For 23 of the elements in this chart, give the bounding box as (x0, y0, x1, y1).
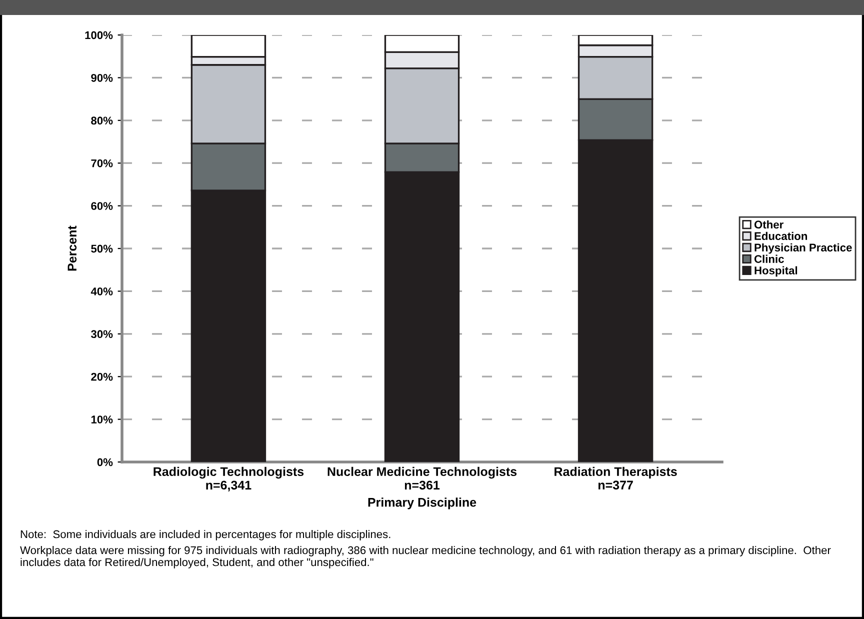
x-axis-title: Primary Discipline (368, 498, 476, 510)
y-tick-label: 60% (91, 202, 113, 210)
y-tick-label: 50% (91, 244, 113, 253)
y-tick-label: 30% (90, 330, 113, 338)
y-tick-label: 20% (91, 372, 113, 381)
legend-label: Physician Practice (754, 243, 852, 254)
y-tick-label: 80% (91, 116, 113, 125)
y-tick-label: 90% (91, 74, 113, 82)
y-tick-label: 10% (91, 416, 113, 424)
x-tick-label: Radiation Therapists n=377 (554, 466, 677, 490)
text: Note: Some individuals are included in percentages for multiple disciplines. (20, 530, 390, 540)
y-tick-label: 0% (97, 458, 113, 466)
legend-label: Clinic (754, 254, 784, 263)
legend-label: Other (754, 220, 784, 229)
y-tick-label: 100% (85, 31, 113, 40)
legend-label: Education (754, 232, 808, 240)
y-axis-title: Percent (68, 226, 77, 271)
y-tick-label: 70% (91, 159, 113, 168)
x-tick-label: Radiologic Technologists n=6,341 (154, 466, 304, 492)
text: Workplace data were missing for 975 individuals with radiography, 386 with nuclear medicine technology, and 61 with radiation therapy as a primary discipline. Other includes data for Retired/Unemployed, Student, and other "unspecified." (20, 546, 831, 568)
x-tick-label: Nuclear Medicine Technologists n=361 (328, 466, 517, 490)
legend-label: Hospital (754, 266, 798, 277)
y-tick-label: 40% (90, 287, 113, 296)
